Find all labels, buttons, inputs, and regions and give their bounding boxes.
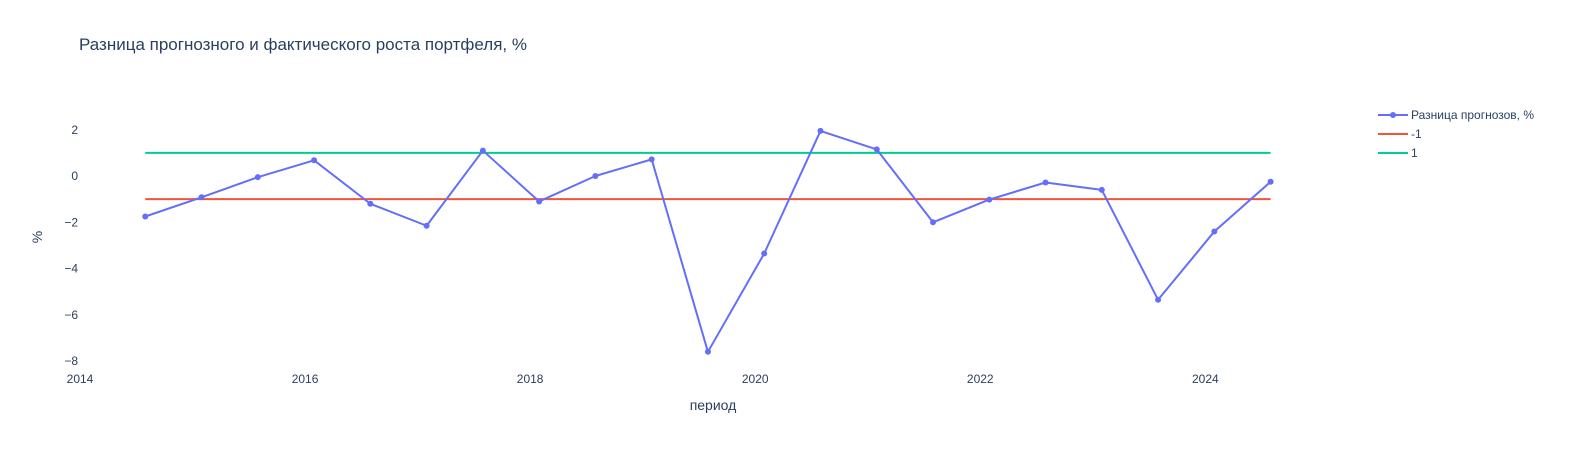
y-tick-label: −8 [64,354,78,368]
data-point[interactable] [873,146,880,153]
legend-label: -1 [1411,127,1422,141]
y-tick-label: −4 [64,262,78,276]
x-tick-label: 2024 [1192,372,1219,386]
data-point[interactable] [479,147,486,154]
legend-item[interactable]: 1 [1378,146,1418,160]
x-tick-label: 2020 [742,372,769,386]
data-point[interactable] [423,222,430,229]
y-axis-title: % [29,231,45,243]
series-line[interactable] [144,129,1272,353]
data-point[interactable] [536,198,543,205]
data-point[interactable] [1211,228,1218,235]
data-point[interactable] [592,173,599,180]
legend-item[interactable]: Разница прогнозов, % [1378,108,1534,122]
data-point[interactable] [311,157,318,164]
x-tick-label: 2018 [517,372,544,386]
data-point[interactable] [1267,178,1274,185]
x-tick-label: 2022 [967,372,994,386]
data-point[interactable] [1098,186,1105,193]
data-point[interactable] [1042,179,1049,186]
y-tick-label: 2 [71,123,78,137]
data-point[interactable] [254,174,261,181]
data-point[interactable] [198,194,205,201]
data-point[interactable] [367,200,374,207]
data-point[interactable] [704,348,711,355]
data-point[interactable] [142,213,149,220]
plot-area [142,127,1274,355]
data-point[interactable] [648,156,655,163]
y-tick-label: −6 [64,308,78,322]
data-point[interactable] [986,196,993,203]
chart-title: Разница прогнозного и фактического роста… [79,35,527,54]
y-axis: 2 0 −2 −4 −6 −8 [64,123,78,368]
legend-item[interactable]: -1 [1378,127,1422,141]
x-axis-title: период [690,397,737,413]
y-tick-label: 0 [71,169,78,183]
legend[interactable]: Разница прогнозов, % -1 1 [1378,108,1534,160]
x-tick-label: 2014 [67,372,94,386]
data-point[interactable] [930,219,937,226]
x-tick-label: 2016 [292,372,319,386]
y-tick-label: −2 [64,215,78,229]
x-axis: 2014 2016 2018 2020 2022 2024 [67,372,1219,386]
series-0 [142,127,1274,355]
legend-marker [1390,112,1396,118]
data-point[interactable] [1155,296,1162,303]
legend-label: Разница прогнозов, % [1411,108,1534,122]
data-point[interactable] [761,250,768,257]
legend-label: 1 [1411,146,1418,160]
data-point[interactable] [817,127,824,134]
